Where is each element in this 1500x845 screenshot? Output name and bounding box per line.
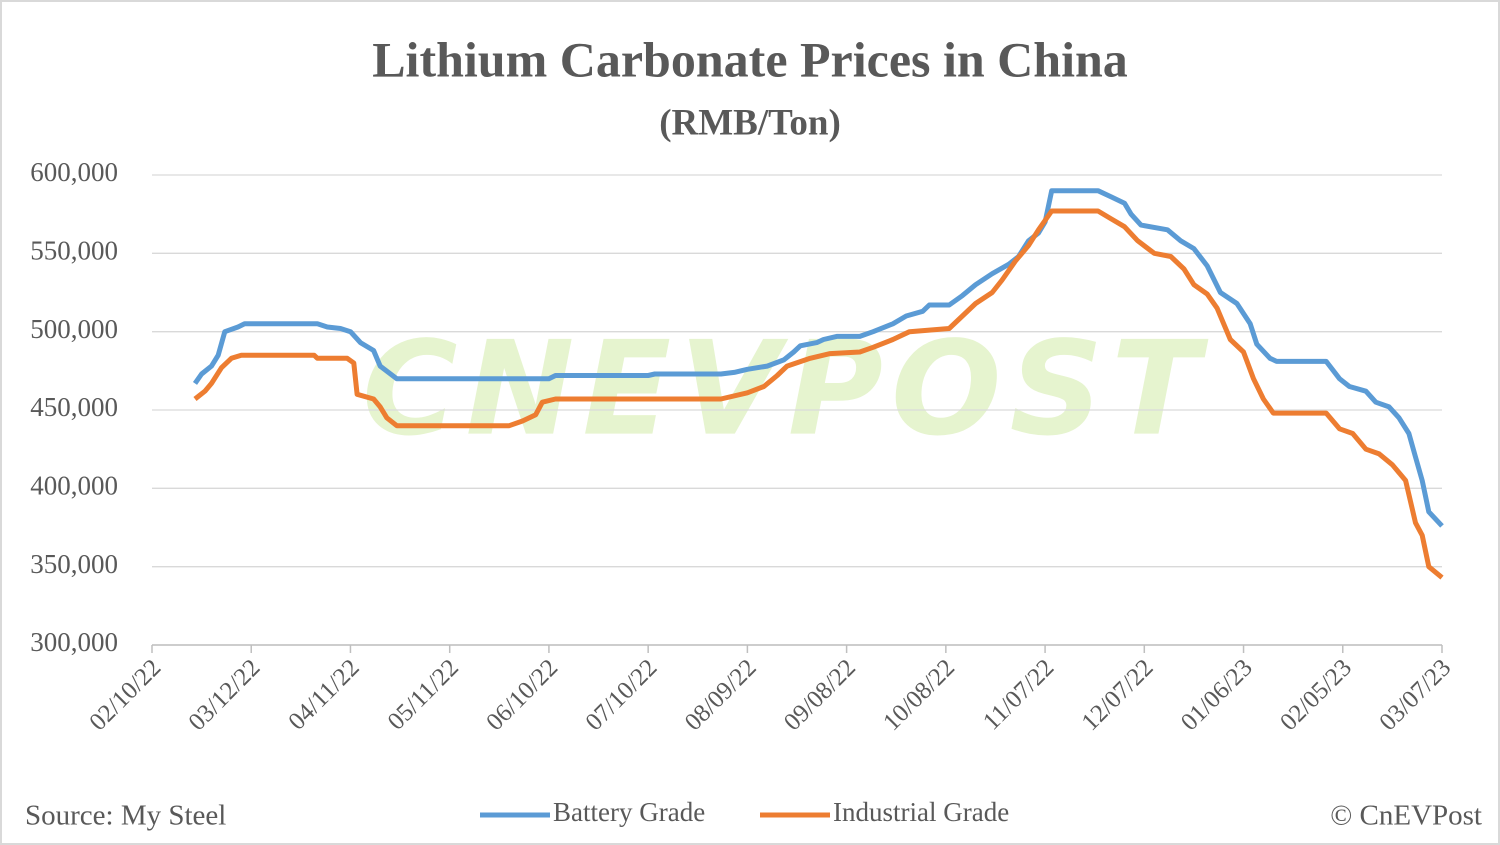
y-tick-label: 600,000 [30, 157, 118, 187]
chart-title: Lithium Carbonate Prices in China [372, 31, 1128, 87]
source-note: Source: My Steel [25, 800, 226, 832]
y-tick-label: 500,000 [30, 314, 118, 344]
watermark: CNEVPOST [362, 313, 1209, 465]
credit-note: © CnEVPost [1330, 800, 1482, 832]
series-line [193, 208, 1444, 580]
y-tick-label: 350,000 [30, 549, 118, 579]
chart-subtitle: (RMB/Ton) [659, 102, 841, 143]
y-tick-label: 400,000 [30, 471, 118, 501]
y-tick-label: 550,000 [30, 236, 118, 266]
y-tick-label: 450,000 [30, 392, 118, 422]
legend-label: Battery Grade [553, 797, 705, 827]
legend-label: Industrial Grade [833, 797, 1009, 827]
y-tick-label: 300,000 [30, 627, 118, 657]
series-line [192, 188, 1444, 528]
